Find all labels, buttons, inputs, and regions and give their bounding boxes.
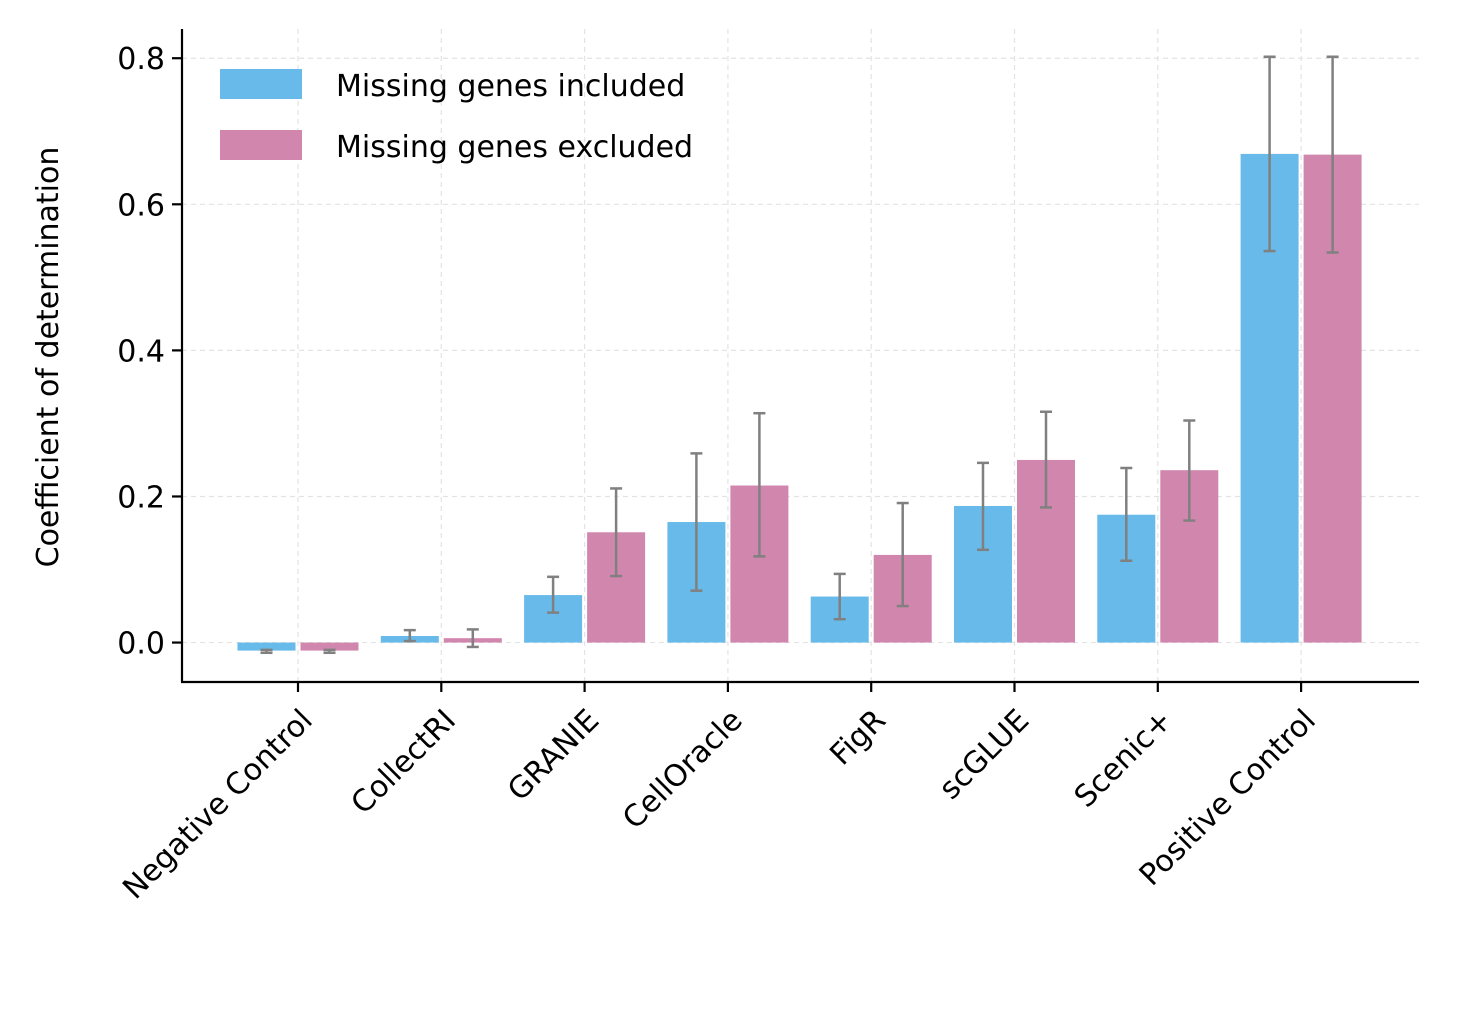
error-bar [1040,410,1052,509]
error-bar [466,628,479,649]
error-bar [547,575,560,614]
legend: Missing genes included Missing genes excl… [220,69,693,165]
legend-label: Missing genes included [336,69,685,104]
error-bar [896,501,909,608]
x-tick-label: CellOracle [616,703,749,836]
x-tick-label: CollectRI [345,703,463,821]
axes [180,29,1419,684]
y-tick-label: 0.6 [117,188,165,223]
error-bar [753,411,766,558]
error-bar [1263,55,1276,253]
x-tick-label: Scenic+ [1068,703,1180,815]
legend-swatch [220,69,302,99]
y-tick-label: 0.2 [117,480,165,515]
y-tick-label: 0.4 [117,334,165,369]
bar-included [237,642,296,651]
grid-lines [182,29,1419,682]
error-bar [1326,55,1339,254]
bar-excluded [300,642,359,651]
error-bar [403,628,416,643]
error-bar [833,572,846,621]
error-bar [1183,419,1196,522]
x-tick-label: FigR [823,703,893,773]
error-bar [690,452,703,592]
x-tick-label: scGLUE [933,703,1037,807]
error-bar [610,487,623,578]
error-bar [977,461,989,552]
y-tick-label: 0.0 [117,627,165,662]
y-tick-label: 0.8 [117,42,165,77]
y-axis-label: Coefficient of determination [31,147,66,568]
legend-swatch [220,130,302,160]
x-tick-label: GRANIE [501,703,606,808]
legend-label: Missing genes excluded [336,130,693,165]
bars [237,153,1362,651]
error-bars [260,55,1339,655]
x-tick-label: Negative Control [116,703,319,906]
error-bar [1120,466,1133,562]
error-bar [260,648,273,655]
y-ticks: 0.0 0.2 0.4 0.6 0.8 [117,42,182,662]
error-bar [323,648,336,655]
x-ticks: Negative Control CollectRI GRANIE CellOracl… [116,682,1323,906]
